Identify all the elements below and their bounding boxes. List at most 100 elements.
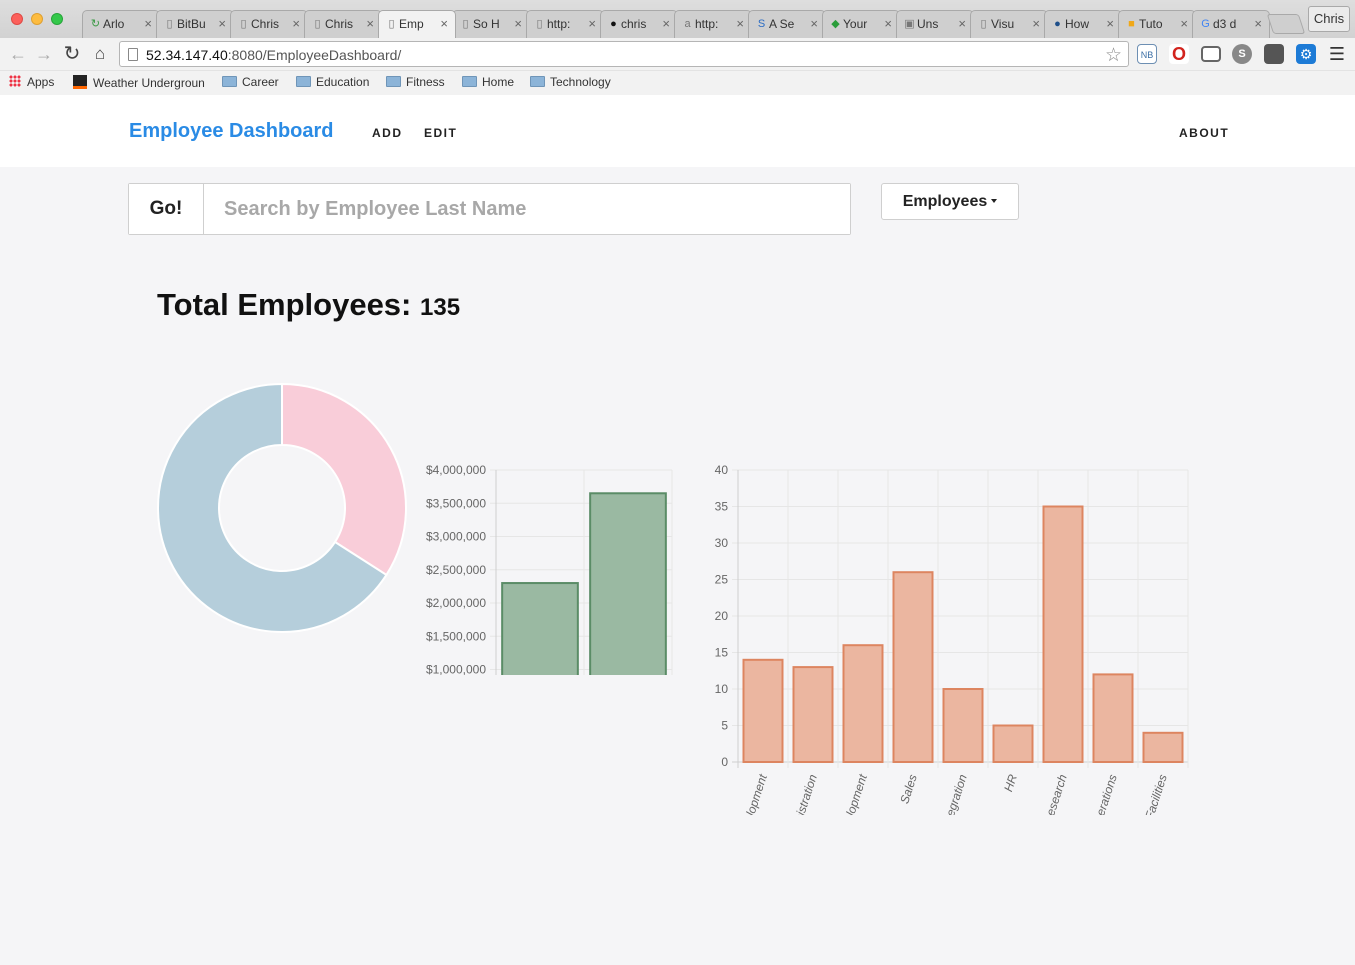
weather-underground-icon — [73, 75, 87, 89]
y-tick-label: 5 — [721, 719, 728, 733]
employees-dropdown[interactable]: Employees — [881, 183, 1019, 220]
page-icon: ▯ — [166, 18, 173, 30]
browser-tab[interactable]: ▣ Uns × — [896, 10, 974, 38]
x-tick-label: Test And Integration — [924, 772, 970, 815]
folder-icon — [296, 76, 311, 87]
close-tab-icon[interactable]: × — [514, 16, 522, 31]
bookmark-apps[interactable]: Apps — [9, 75, 54, 89]
nav-about-link[interactable]: ABOUT — [1179, 126, 1230, 140]
brand-link[interactable]: Employee Dashboard — [129, 120, 334, 142]
close-tab-icon[interactable]: × — [1106, 16, 1114, 31]
browser-tab[interactable]: ▯ http: × — [526, 10, 604, 38]
browser-tab[interactable]: ● How × — [1044, 10, 1122, 38]
page-icon: ▯ — [536, 18, 543, 30]
close-tab-icon[interactable]: × — [144, 16, 152, 31]
bar-research — [1042, 505, 1084, 763]
close-tab-icon[interactable]: × — [1032, 16, 1040, 31]
bookmark-career[interactable]: Career — [222, 75, 279, 89]
search-input[interactable] — [205, 184, 850, 234]
bar-male — [589, 492, 667, 675]
go-button[interactable]: Go! — [129, 184, 204, 234]
shield-extension-icon[interactable] — [1264, 44, 1284, 64]
folder-icon — [386, 76, 401, 87]
bookmark-weather[interactable]: Weather Undergroun — [73, 75, 205, 90]
bookmark-fitness[interactable]: Fitness — [386, 75, 445, 89]
browser-tab[interactable]: ↻ Arlo × — [82, 10, 160, 38]
doughnut-slice-female — [281, 382, 407, 577]
bookmark-technology[interactable]: Technology — [530, 75, 611, 89]
folder-icon — [462, 76, 477, 87]
browser-tab[interactable]: a http: × — [674, 10, 752, 38]
tab-title: A Se — [769, 17, 795, 31]
opera-extension-icon[interactable]: O — [1169, 44, 1189, 64]
close-tab-icon[interactable]: × — [662, 16, 670, 31]
gear-extension-icon[interactable]: ⚙ — [1296, 44, 1316, 64]
page-icon: ▯ — [240, 18, 247, 30]
browser-tab[interactable]: ▯ BitBu × — [156, 10, 234, 38]
y-tick-label: 35 — [715, 500, 729, 514]
reload-icon[interactable]: ↻ — [63, 43, 81, 65]
close-tab-icon[interactable]: × — [588, 16, 596, 31]
minimize-window-button[interactable] — [31, 13, 43, 25]
close-tab-icon[interactable]: × — [736, 16, 744, 31]
close-tab-icon[interactable]: × — [1254, 16, 1262, 31]
skype-extension-icon[interactable]: S — [1232, 44, 1252, 64]
profile-button[interactable]: Chris — [1308, 6, 1350, 32]
y-tick-label: 20 — [715, 609, 729, 623]
close-tab-icon[interactable]: × — [884, 16, 892, 31]
browser-tab[interactable]: ▯ So H × — [452, 10, 530, 38]
page-icon: ▯ — [314, 18, 321, 30]
nb-extension-icon[interactable]: NB — [1137, 44, 1157, 64]
tab-title: http: — [695, 17, 719, 31]
salary-bar-chart: $0$500,000$1,000,000$1,500,000$2,000,000… — [426, 463, 673, 675]
github-icon: ● — [610, 18, 617, 30]
gender-doughnut-chart — [157, 382, 407, 633]
bookmark-star-icon[interactable]: ☆ — [1104, 45, 1122, 66]
total-label: Total Employees: — [157, 287, 412, 322]
home-icon[interactable]: ⌂ — [94, 44, 106, 63]
bar-operations — [1092, 673, 1134, 763]
close-tab-icon[interactable]: × — [292, 16, 300, 31]
browser-tab[interactable]: ▯ Chris × — [304, 10, 382, 38]
close-tab-icon[interactable]: × — [1180, 16, 1188, 31]
y-tick-label: 25 — [715, 573, 729, 587]
browser-tab[interactable]: ▯ Chris × — [230, 10, 308, 38]
menu-icon[interactable]: ☰ — [1328, 44, 1346, 64]
x-tick-label: Hardware Development — [718, 772, 770, 815]
close-tab-icon[interactable]: × — [366, 16, 374, 31]
browser-tab[interactable]: ● chris × — [600, 10, 678, 38]
browser-tab[interactable]: ■ Tuto × — [1118, 10, 1196, 38]
bar-hardware-development — [742, 658, 784, 763]
y-tick-label: 15 — [715, 646, 729, 660]
close-tab-icon[interactable]: × — [958, 16, 966, 31]
nav-edit-link[interactable]: EDIT — [424, 126, 458, 140]
forward-arrow-icon[interactable]: → — [35, 44, 53, 64]
close-window-button[interactable] — [11, 13, 23, 25]
browser-tab[interactable]: ▯ Visu × — [970, 10, 1048, 38]
google-icon: G — [1201, 18, 1210, 30]
back-arrow-icon[interactable]: ← — [9, 44, 27, 64]
close-tab-icon[interactable]: × — [810, 16, 818, 31]
new-tab-button[interactable] — [1266, 14, 1306, 34]
bookmark-education[interactable]: Education — [296, 75, 369, 89]
nav-add-link[interactable]: ADD — [372, 126, 403, 140]
s-badge-icon: S — [757, 18, 766, 30]
folder-icon — [530, 76, 545, 87]
close-tab-icon[interactable]: × — [440, 16, 448, 31]
address-bar[interactable]: 52.34.147.40:8080/EmployeeDashboard/ ☆ — [119, 41, 1129, 67]
close-tab-icon[interactable]: × — [218, 16, 226, 31]
tab-title: So H — [473, 17, 500, 31]
y-tick-label: 0 — [721, 755, 728, 769]
search-group: Go! — [128, 183, 851, 235]
x-tick-label: Facilities — [1142, 773, 1170, 815]
browser-tab[interactable]: ◆ Your × — [822, 10, 900, 38]
cast-icon[interactable] — [1201, 46, 1221, 62]
maximize-window-button[interactable] — [51, 13, 63, 25]
browser-toolbar: ← → ↻ ⌂ 52.34.147.40:8080/EmployeeDashbo… — [0, 38, 1355, 70]
dropdown-label: Employees — [902, 193, 988, 210]
doughnut-slice-male — [157, 382, 388, 633]
browser-tab[interactable]: ▯ Emp × — [378, 10, 456, 38]
bookmark-home[interactable]: Home — [462, 75, 514, 89]
